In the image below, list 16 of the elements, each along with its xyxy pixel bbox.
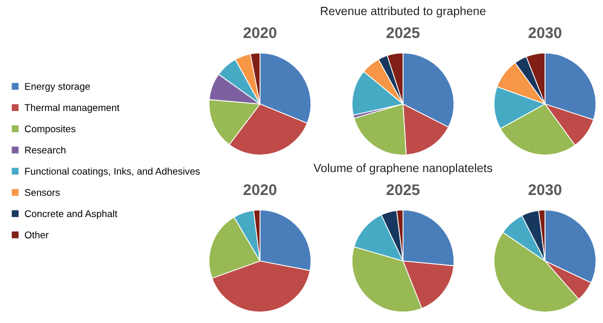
legend-label: Other	[24, 231, 49, 238]
legend-label: Functional coatings, Inks, and Adhesives	[25, 168, 200, 177]
legend-label: Concrete and Asphalt	[24, 210, 118, 220]
chart-title: 2030	[528, 184, 562, 196]
legend-label: Energy storage	[25, 83, 90, 92]
legend-label: Thermal management	[24, 104, 120, 113]
chart-title: 2025	[386, 27, 420, 38]
chart-subtitle: Revenue attributed to graphene	[320, 6, 486, 18]
chart-subtitle: Volume of graphene nanoplatelets	[313, 163, 492, 174]
chart-title: 2025	[386, 184, 420, 196]
chart-title: 2020	[244, 27, 276, 38]
legend-label: Research	[25, 146, 66, 154]
text: 2020	[244, 184, 276, 196]
legend-label: Sensors	[24, 189, 60, 196]
chart-title: 2030	[528, 27, 562, 38]
legend-label: Composites	[24, 125, 76, 134]
